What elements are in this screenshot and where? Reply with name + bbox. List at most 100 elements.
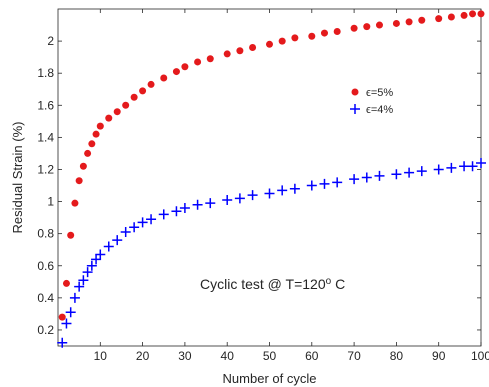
data-point [181, 63, 189, 71]
data-point [179, 202, 190, 213]
annotation-main: Cyclic test @ T=120 [200, 276, 326, 292]
data-point [75, 177, 83, 185]
legend-marker [351, 88, 359, 96]
data-point [392, 19, 400, 27]
data-point [78, 275, 89, 286]
data-point [205, 198, 216, 209]
x-tick-label: 30 [178, 349, 192, 363]
data-point [130, 93, 138, 101]
data-point [79, 162, 87, 170]
data-point [122, 101, 130, 109]
data-point [418, 16, 426, 24]
data-point [222, 194, 233, 205]
data-point [74, 281, 85, 292]
data-point [459, 161, 470, 172]
data-point [86, 260, 97, 271]
x-tick-label: 60 [305, 349, 319, 363]
data-point [476, 158, 486, 169]
x-tick-label: 90 [432, 349, 446, 363]
annotation-superscript: o [326, 276, 332, 287]
data-point [69, 292, 80, 303]
data-point [103, 241, 114, 252]
series-layer [57, 10, 486, 348]
data-point [350, 24, 358, 32]
y-tick-label: 1 [47, 195, 54, 209]
y-tick-label: 1.6 [37, 98, 54, 112]
data-point [61, 318, 72, 329]
data-point [332, 177, 343, 188]
data-point [105, 114, 113, 122]
data-point [192, 199, 203, 210]
data-point [62, 279, 70, 287]
plot-frame [57, 8, 482, 347]
data-point [391, 169, 402, 180]
x-tick-label: 40 [221, 349, 235, 363]
data-point [264, 188, 275, 199]
data-point [469, 10, 477, 18]
annotation-text: Cyclic test @ T=120o C [200, 276, 345, 293]
data-point [96, 122, 104, 130]
data-point [223, 50, 231, 58]
x-tick-label: 80 [390, 349, 404, 363]
data-point [277, 185, 288, 196]
legend-marker [350, 104, 360, 114]
y-tick-label: 1.8 [37, 66, 54, 80]
data-point [308, 32, 316, 40]
data-point [333, 27, 341, 35]
data-point [84, 149, 92, 157]
legend-label: ϵ=4% [366, 104, 393, 116]
data-point [65, 307, 76, 318]
data-point [477, 10, 485, 18]
data-point [91, 254, 102, 265]
data-point [405, 18, 413, 26]
data-point [266, 40, 273, 48]
data-point [249, 44, 257, 52]
data-point [247, 190, 258, 201]
data-point [95, 249, 106, 260]
data-point [112, 235, 123, 246]
data-point [194, 58, 202, 66]
legend: ϵ=5% ϵ=4% [346, 76, 406, 123]
data-point [137, 217, 148, 228]
data-point [71, 199, 79, 207]
data-point [120, 227, 131, 238]
series-2 [57, 158, 486, 348]
data-point [57, 337, 68, 348]
x-tick-label: 10 [94, 349, 108, 363]
y-tick-label: 1.2 [37, 162, 54, 176]
data-point [278, 37, 286, 45]
data-point [289, 183, 300, 194]
data-point [447, 13, 455, 21]
data-point [92, 130, 100, 138]
x-tick-label: 70 [347, 349, 361, 363]
data-point [291, 34, 299, 42]
y-tick-label: 1.4 [37, 130, 54, 144]
y-tick-label: 2 [47, 34, 54, 48]
data-point [171, 206, 182, 217]
x-tick-label: 20 [136, 349, 150, 363]
data-point [446, 162, 457, 173]
x-tick-label: 50 [263, 349, 277, 363]
data-point [349, 174, 360, 185]
data-point [234, 193, 245, 204]
data-point [139, 87, 147, 95]
x-axis-label: Number of cycle [223, 371, 317, 386]
data-point [375, 21, 383, 29]
data-point [146, 214, 157, 225]
data-point [67, 231, 75, 239]
y-axis-label: Residual Strain (%) [10, 122, 25, 234]
y-axis: 0.2 0.4 0.6 0.8 1 1.2 1.4 1.6 1.8 2 [37, 34, 481, 337]
data-point [416, 166, 427, 177]
x-axis: 10 20 30 40 50 60 70 80 90 100 [94, 9, 489, 363]
data-point [435, 15, 443, 23]
data-point [172, 68, 180, 76]
data-point [236, 47, 244, 55]
y-tick-label: 0.8 [37, 227, 54, 241]
legend-label: ϵ=5% [366, 87, 393, 99]
data-point [363, 23, 371, 31]
y-tick-label: 0.6 [37, 259, 54, 273]
data-point [374, 170, 385, 181]
legend-box [346, 76, 406, 123]
data-point [158, 209, 169, 220]
